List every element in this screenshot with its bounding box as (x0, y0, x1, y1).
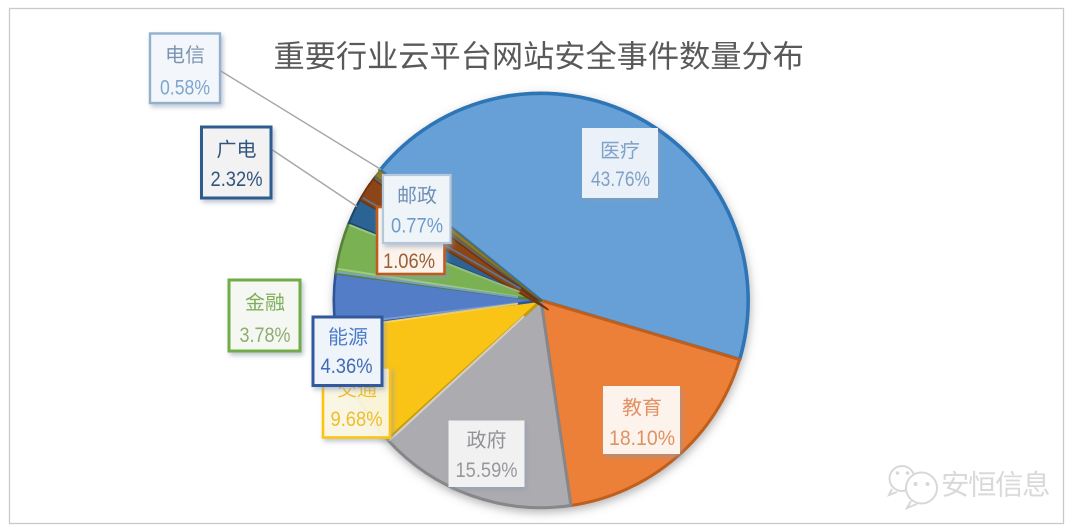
svg-text:0.58%: 0.58% (160, 76, 210, 100)
svg-text:4.36%: 4.36% (321, 354, 373, 378)
svg-text:15.59%: 15.59% (456, 458, 518, 482)
svg-text:18.10%: 18.10% (609, 426, 675, 450)
svg-text:9.68%: 9.68% (331, 407, 383, 431)
svg-text:2.32%: 2.32% (211, 167, 263, 191)
svg-text:0.77%: 0.77% (391, 214, 443, 238)
svg-text:43.76%: 43.76% (591, 167, 650, 191)
svg-text:3.78%: 3.78% (240, 323, 291, 347)
svg-text:1.06%: 1.06% (383, 249, 435, 273)
